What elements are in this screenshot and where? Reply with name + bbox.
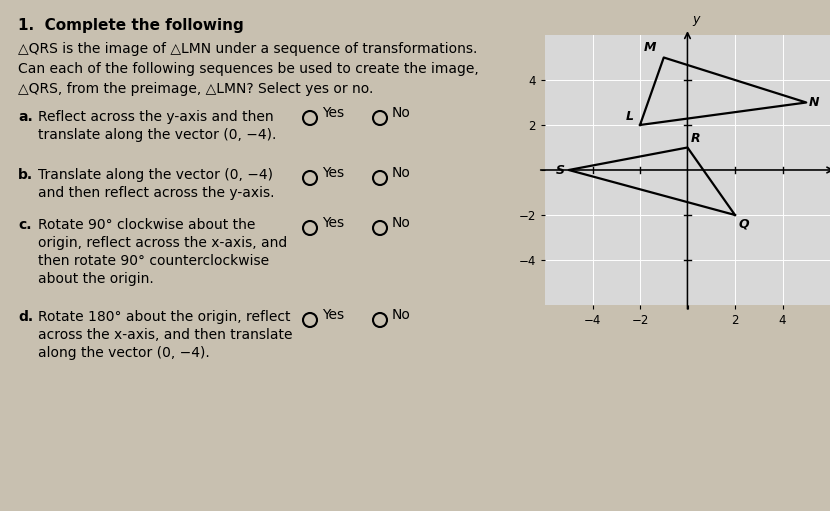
Text: d.: d. bbox=[18, 310, 33, 324]
Text: Q: Q bbox=[739, 217, 749, 230]
Text: Rotate 180° about the origin, reflect: Rotate 180° about the origin, reflect bbox=[38, 310, 290, 324]
Text: △QRS, from the preimage, △LMN? Select yes or no.: △QRS, from the preimage, △LMN? Select ye… bbox=[18, 82, 374, 96]
Text: No: No bbox=[392, 216, 411, 230]
Text: No: No bbox=[392, 106, 411, 120]
Text: L: L bbox=[626, 110, 634, 123]
Text: origin, reflect across the x-axis, and: origin, reflect across the x-axis, and bbox=[38, 236, 287, 250]
Text: b.: b. bbox=[18, 168, 33, 182]
Text: 1.  Complete the following: 1. Complete the following bbox=[18, 18, 244, 33]
Text: Reflect across the y-axis and then: Reflect across the y-axis and then bbox=[38, 110, 274, 124]
Text: translate along the vector (0, −4).: translate along the vector (0, −4). bbox=[38, 128, 276, 142]
Text: S: S bbox=[556, 164, 565, 176]
Text: Yes: Yes bbox=[322, 308, 344, 322]
Text: Yes: Yes bbox=[322, 216, 344, 230]
Text: △QRS is the image of △LMN under a sequence of transformations.: △QRS is the image of △LMN under a sequen… bbox=[18, 42, 477, 56]
Text: Translate along the vector (0, −4): Translate along the vector (0, −4) bbox=[38, 168, 273, 182]
Text: about the origin.: about the origin. bbox=[38, 272, 154, 286]
Text: y: y bbox=[692, 13, 700, 26]
Text: N: N bbox=[808, 96, 819, 109]
Text: M: M bbox=[644, 41, 657, 54]
Text: and then reflect across the y-axis.: and then reflect across the y-axis. bbox=[38, 186, 275, 200]
Text: No: No bbox=[392, 308, 411, 322]
Text: Yes: Yes bbox=[322, 166, 344, 180]
Text: then rotate 90° counterclockwise: then rotate 90° counterclockwise bbox=[38, 254, 269, 268]
Text: a.: a. bbox=[18, 110, 32, 124]
Text: along the vector (0, −4).: along the vector (0, −4). bbox=[38, 346, 210, 360]
Text: Yes: Yes bbox=[322, 106, 344, 120]
Text: across the x-axis, and then translate: across the x-axis, and then translate bbox=[38, 328, 292, 342]
Text: c.: c. bbox=[18, 218, 32, 232]
Text: Rotate 90° clockwise about the: Rotate 90° clockwise about the bbox=[38, 218, 256, 232]
Text: No: No bbox=[392, 166, 411, 180]
Text: R: R bbox=[691, 132, 701, 145]
Text: Can each of the following sequences be used to create the image,: Can each of the following sequences be u… bbox=[18, 62, 479, 76]
